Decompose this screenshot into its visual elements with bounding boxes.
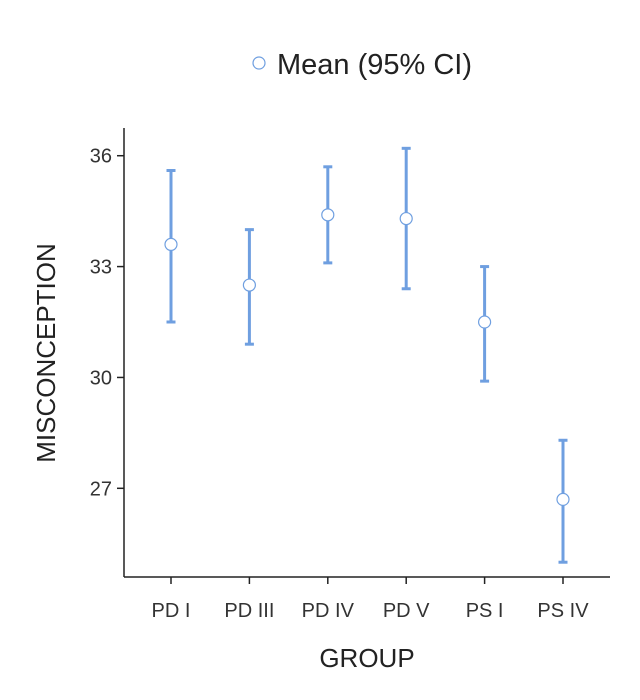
y-tick-label: 33	[90, 257, 112, 279]
legend: Mean (95% CI)	[252, 49, 472, 81]
y-tick-label: 27	[90, 478, 112, 500]
error-bar-group	[399, 146, 413, 291]
y-axis-title: MISCONCEPTION	[31, 243, 61, 463]
x-tick-label: PD I	[152, 600, 191, 622]
plot-area	[164, 146, 570, 564]
legend-marker	[252, 56, 266, 70]
x-axis-title: GROUP	[319, 643, 414, 673]
legend-label: Mean (95% CI)	[277, 49, 472, 81]
error-bar-group	[242, 228, 256, 346]
error-bar-group	[478, 265, 492, 383]
mean-point	[242, 278, 256, 292]
error-bar-group	[164, 168, 178, 324]
mean-point	[478, 315, 492, 329]
x-tick-label: PS I	[466, 600, 504, 622]
x-axis: PD I PD III PD IV PD V PS I PS IV	[124, 576, 610, 622]
x-tick-label: PD IV	[302, 600, 355, 622]
error-bar-group	[556, 438, 570, 564]
x-tick-label: PS IV	[537, 600, 589, 622]
mean-point	[321, 208, 335, 222]
x-tick-label: PD III	[224, 600, 274, 622]
mean-point	[556, 492, 570, 506]
mean-point	[399, 211, 413, 226]
error-bar-group	[321, 165, 335, 265]
y-tick-label: 36	[90, 146, 112, 168]
y-tick-label: 30	[90, 367, 112, 389]
x-tick-label: PD V	[383, 600, 430, 622]
y-axis: 27 30 33 36	[90, 128, 125, 577]
mean-point	[164, 237, 178, 252]
